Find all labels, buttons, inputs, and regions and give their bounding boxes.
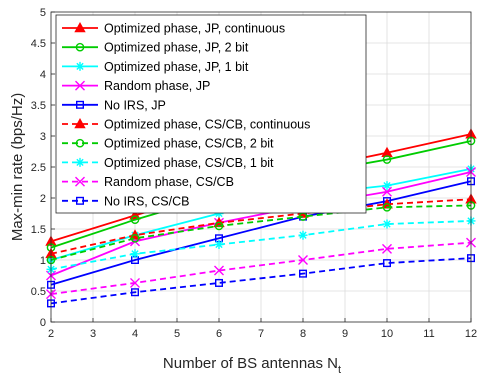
- legend-item: Optimized phase, CS/CB, 1 bit: [62, 156, 274, 170]
- y-tick-label: 1: [40, 255, 46, 267]
- y-tick-label: 0.5: [31, 286, 46, 298]
- legend-label: Optimized phase, CS/CB, 2 bit: [104, 137, 274, 151]
- data-point: [214, 209, 224, 218]
- legend-label: Random phase, JP: [104, 79, 210, 93]
- legend-marker: [74, 22, 86, 33]
- y-tick-label: 1.5: [31, 224, 46, 236]
- legend-marker: [74, 118, 86, 129]
- legend-label: Random phase, CS/CB: [104, 175, 234, 189]
- data-point: [382, 181, 392, 191]
- series-line: [50, 257, 472, 305]
- legend-marker: [75, 176, 85, 187]
- y-tick-label: 0: [40, 317, 46, 329]
- y-tick-label: 5: [40, 7, 46, 19]
- legend-label: Optimized phase, JP, continuous: [104, 22, 285, 36]
- data-point: [130, 277, 140, 288]
- x-axis-label: Number of BS antennas Nt: [163, 355, 341, 376]
- data-point: [298, 255, 308, 265]
- x-tick-label: 10: [381, 328, 393, 340]
- data-point: [382, 155, 392, 164]
- legend-item: No IRS, CS/CB: [62, 194, 189, 208]
- legend-item: Random phase, JP: [62, 79, 210, 93]
- y-tick-label: 4: [40, 69, 46, 81]
- x-tick-label: 11: [423, 328, 434, 340]
- y-tick-label: 3.5: [31, 100, 46, 112]
- legend-marker: [75, 196, 84, 205]
- data-point: [382, 219, 392, 229]
- data-point: [130, 233, 140, 243]
- series-line: [50, 180, 472, 286]
- data-point: [383, 259, 392, 268]
- legend-marker: [75, 42, 85, 52]
- legend-marker: [75, 138, 85, 148]
- data-point: [214, 265, 224, 276]
- data-point: [130, 215, 140, 224]
- legend-label: Optimized phase, CS/CB, 1 bit: [104, 156, 274, 170]
- legend-item: No IRS, JP: [62, 98, 166, 112]
- legend-label: Optimized phase, JP, 2 bit: [104, 41, 249, 55]
- y-tick-label: 3: [40, 131, 46, 143]
- y-tick-labels: 0 0.5 1 1.5 2 2.5 3 3.5 4 4.5 5: [31, 7, 46, 329]
- data-point: [299, 269, 308, 278]
- data-point: [130, 288, 139, 297]
- legend-item: Optimized phase, CS/CB, 2 bit: [62, 137, 274, 151]
- data-point: [382, 243, 392, 254]
- x-tick-label: 9: [342, 328, 348, 340]
- y-tick-label: 2.5: [31, 162, 46, 174]
- legend-marker: [75, 80, 85, 91]
- series-line: [50, 241, 472, 295]
- series-line: [50, 171, 472, 277]
- series-line: [50, 220, 472, 271]
- y-tick-label: 2: [40, 193, 46, 205]
- x-tick-labels: 2 3 4 5 6 7 8 9 10 11 12: [48, 328, 477, 340]
- legend: Optimized phase, JP, continuous Optimized…: [55, 14, 367, 214]
- legend-label: No IRS, JP: [104, 98, 166, 112]
- legend-marker: [75, 100, 84, 109]
- data-point: [298, 230, 308, 240]
- legend-item: Random phase, CS/CB: [62, 175, 234, 189]
- plot-border: [50, 11, 472, 323]
- data-point: [382, 186, 392, 197]
- legend-box: [55, 14, 367, 214]
- legend-item: Optimized phase, JP, continuous: [62, 22, 285, 36]
- x-tick-label: 12: [465, 328, 477, 340]
- legend-item: Optimized phase, JP, 2 bit: [62, 41, 249, 55]
- legend-label: No IRS, CS/CB: [104, 194, 189, 208]
- data-point: [382, 202, 392, 212]
- data-point: [214, 221, 224, 231]
- x-tick-label: 7: [258, 328, 264, 340]
- x-tick-label: 5: [174, 328, 180, 340]
- data-point: [130, 249, 140, 259]
- x-tick-label: 4: [132, 328, 138, 340]
- legend-item: Optimized phase, JP, 1 bit: [62, 60, 249, 74]
- x-tick-label: 8: [300, 328, 306, 340]
- legend-label: Optimized phase, JP, 1 bit: [104, 60, 249, 74]
- legend-item: Optimized phase, CS/CB, continuous: [62, 118, 310, 132]
- legend-marker: [75, 157, 85, 167]
- x-tick-label: 2: [48, 328, 54, 340]
- series-line: [50, 204, 472, 261]
- legend-label: Optimized phase, CS/CB, continuous: [104, 118, 310, 132]
- y-tick-label: 4.5: [31, 38, 46, 50]
- data-point: [214, 240, 224, 249]
- data-point: [214, 278, 223, 287]
- x-tick-label: 3: [90, 328, 96, 340]
- x-tick-label: 6: [216, 328, 222, 340]
- legend-marker: [75, 61, 85, 71]
- series-line: [50, 198, 472, 255]
- y-axis-label: Max-min rate (bps/Hz): [9, 93, 26, 241]
